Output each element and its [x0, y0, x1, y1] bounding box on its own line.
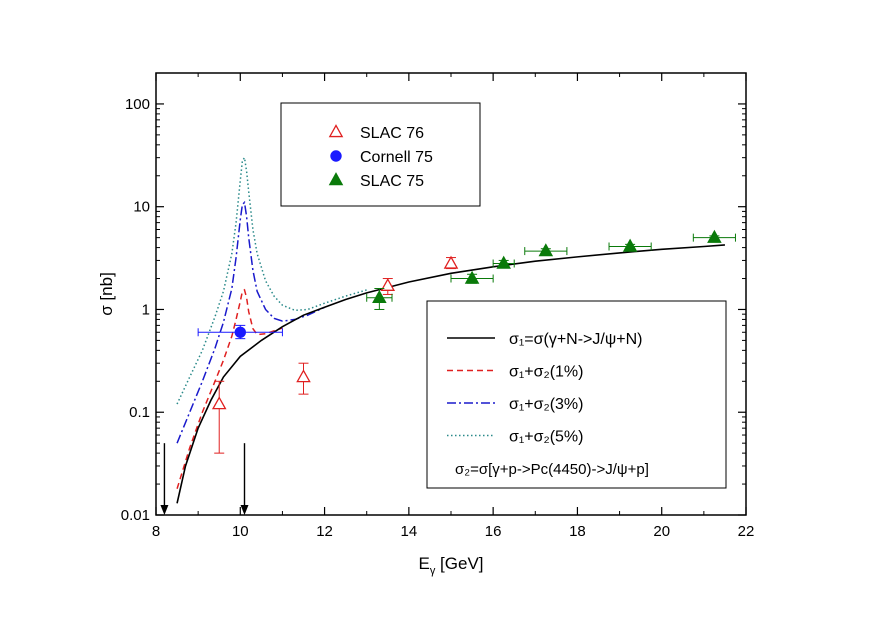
y-tick-label: 100 — [125, 96, 150, 113]
series-line-solid — [176, 244, 725, 504]
legend-entry-slac-75: SLAC 75 — [328, 172, 424, 190]
legend-entry-dashed: σ₁+σ₂(1%) — [447, 364, 583, 381]
series-line-dashed — [176, 288, 283, 489]
x-tick-label: 22 — [738, 523, 755, 540]
x-axis-title: Eγ [GeV] — [418, 554, 483, 577]
marker-filled-triangle — [622, 238, 638, 252]
x-tick-label: 20 — [653, 523, 670, 540]
series-line-dotted — [176, 155, 367, 405]
marker-open-triangle — [328, 124, 344, 138]
x-tick-label: 16 — [485, 523, 502, 540]
legend-entry-dotted: σ₁+σ₂(5%) — [447, 429, 583, 446]
legend-entry-cornell-75: Cornell 75 — [330, 149, 433, 166]
x-tick-label: 8 — [152, 523, 160, 540]
data-point — [366, 287, 393, 310]
legend-entry-solid: σ₁=σ(γ+N->J/ψ+N) — [447, 331, 642, 348]
legend-label: σ₁=σ(γ+N->J/ψ+N) — [509, 331, 642, 348]
x-axis-title-main: E — [418, 554, 429, 573]
series-lines — [176, 155, 725, 504]
x-axis-title-rest: [GeV] — [435, 554, 483, 573]
threshold-arrow — [160, 443, 169, 515]
marker-filled-circle — [330, 150, 342, 162]
legend-label: σ₂=σ[γ+p->Pc(4450)->J/ψ+p] — [455, 461, 649, 478]
legend-label: SLAC 76 — [360, 125, 424, 142]
axis-titles: Eγ [GeV] σ [nb] — [97, 272, 484, 577]
x-tick-label: 10 — [232, 523, 249, 540]
marker-open-triangle — [380, 277, 396, 291]
marker-filled-triangle — [538, 243, 554, 257]
data-point — [524, 243, 568, 257]
series-line-dashdot — [176, 200, 325, 444]
arrow-head — [160, 505, 169, 515]
annotation-arrows — [160, 443, 249, 515]
legend-entry-slac-76: SLAC 76 — [328, 124, 424, 142]
legend-label: σ₁+σ₂(3%) — [509, 396, 583, 413]
legend-entry-sigma2-definition: σ₂=σ[γ+p->Pc(4450)->J/ψ+p] — [455, 461, 649, 478]
y-tick-label: 10 — [133, 199, 150, 216]
legend-label: SLAC 75 — [360, 173, 424, 190]
marker-legend: SLAC 76 Cornell 75 SLAC 75 — [280, 102, 481, 207]
legend-label: σ₁+σ₂(5%) — [509, 429, 583, 446]
marker-open-triangle — [211, 396, 227, 410]
legend-label: Cornell 75 — [360, 149, 433, 166]
marker-filled-triangle — [464, 270, 480, 284]
marker-filled-circle — [234, 326, 246, 338]
x-tick-label: 12 — [316, 523, 333, 540]
x-tick-label: 18 — [569, 523, 586, 540]
curve-legend-box — [426, 300, 727, 489]
marker-filled-triangle — [496, 255, 511, 269]
series-slac-76 — [211, 255, 459, 454]
data-point — [443, 255, 459, 270]
y-tick-label: 0.1 — [129, 404, 150, 421]
series-slac-75 — [366, 229, 736, 310]
x-axis-title-sub: γ — [430, 565, 436, 577]
marker-legend-box — [280, 102, 481, 207]
marker-open-triangle — [443, 255, 459, 269]
marker-filled-triangle — [328, 172, 344, 186]
curve-legend: σ₁=σ(γ+N->J/ψ+N) σ₁+σ₂(1%) σ₁+σ₂(3%) σ₁+σ₂(… — [426, 300, 727, 489]
data-point — [211, 380, 227, 454]
legend-label: σ₁+σ₂(1%) — [509, 364, 583, 381]
series-cornell-75 — [197, 324, 283, 340]
y-tick-label: 0.01 — [121, 507, 150, 524]
legend-entry-dashdot: σ₁+σ₂(3%) — [447, 396, 583, 413]
data-point — [197, 324, 283, 340]
y-axis-title: σ [nb] — [97, 272, 116, 316]
data-point — [608, 238, 652, 252]
axis-ticks: 8 10 12 14 16 18 20 22 0.01 0.1 1 10 100 — [121, 72, 755, 540]
data-point — [692, 229, 736, 243]
data-point — [450, 270, 494, 284]
arrow-head — [240, 505, 249, 515]
marker-filled-triangle — [707, 229, 722, 243]
marker-filled-triangle — [372, 289, 387, 303]
data-point — [296, 362, 311, 395]
threshold-arrow — [240, 443, 249, 515]
y-tick-label: 1 — [142, 301, 150, 318]
marker-open-triangle — [296, 369, 311, 383]
x-tick-label: 14 — [401, 523, 418, 540]
data-points — [197, 229, 736, 454]
data-point — [380, 277, 396, 295]
data-point — [492, 255, 515, 269]
